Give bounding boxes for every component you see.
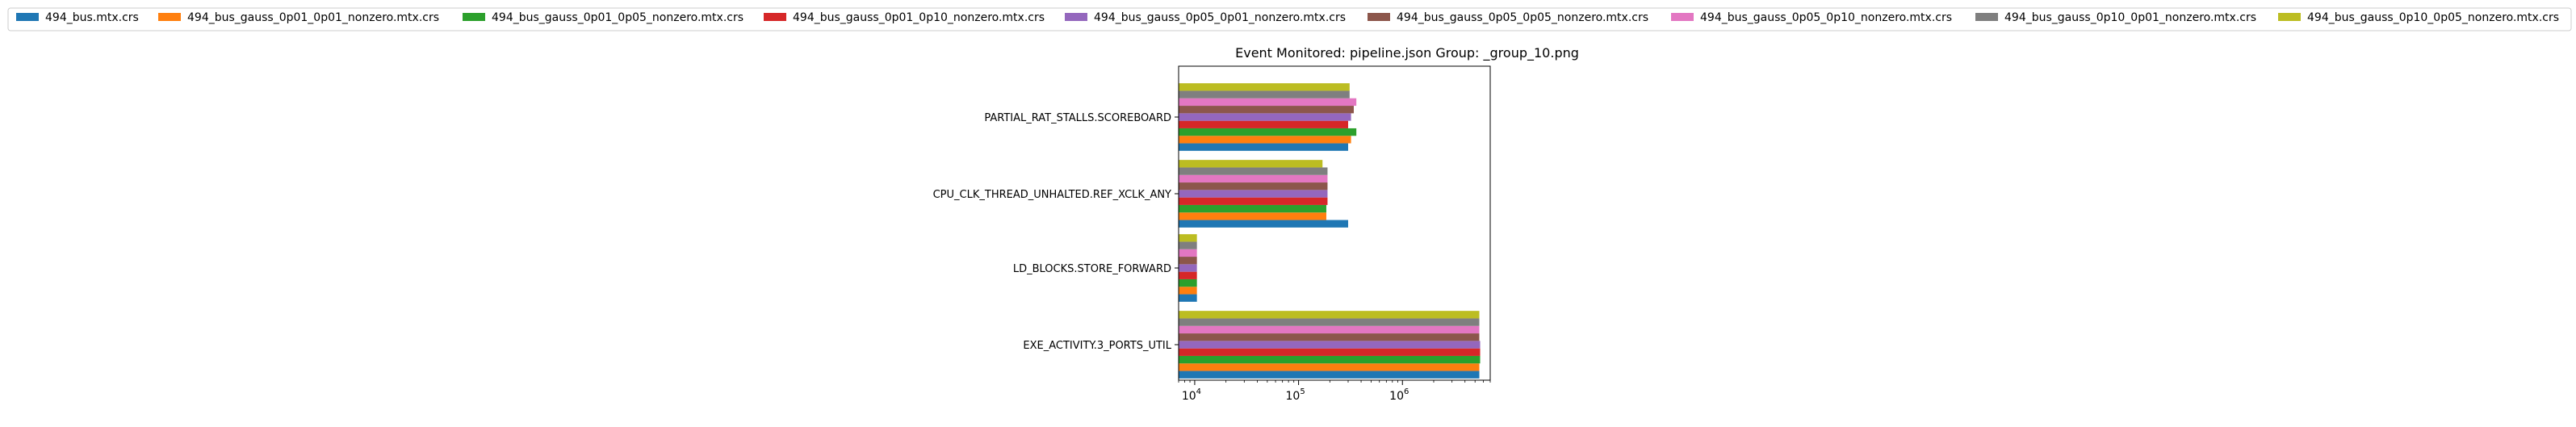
- bar: [1179, 311, 1480, 319]
- bar: [1179, 190, 1328, 198]
- bar: [1179, 98, 1357, 107]
- legend-label: 494_bus_gauss_0p01_0p10_nonzero.mtx.crs: [793, 11, 1045, 24]
- legend-label: 494_bus_gauss_0p01_0p05_nonzero.mtx.crs: [492, 11, 743, 24]
- bar: [1179, 333, 1480, 341]
- legend-label: 494_bus_gauss_0p10_0p01_nonzero.mtx.crs: [2004, 11, 2256, 24]
- bar: [1179, 249, 1197, 257]
- bar: [1179, 220, 1348, 228]
- legend-swatch: [1671, 13, 1694, 21]
- legend-swatch: [764, 13, 786, 21]
- bar: [1179, 234, 1197, 242]
- legend: 494_bus.mtx.crs 494_bus_gauss_0p01_0p01_n…: [7, 7, 2572, 31]
- legend-label: 494_bus_gauss_0p10_0p05_nonzero.mtx.crs: [2307, 11, 2559, 24]
- plot-area: EXE_ACTIVITY.3_PORTS_UTIL LD_BLOCKS.STORE…: [933, 65, 1491, 403]
- legend-label: 494_bus_gauss_0p05_0p10_nonzero.mtx.crs: [1700, 11, 1952, 24]
- legend-swatch: [1975, 13, 1998, 21]
- bar: [1179, 278, 1197, 287]
- bar: [1179, 325, 1480, 334]
- bar: [1179, 174, 1328, 183]
- y-tick-label: PARTIAL_RAT_STALLS.SCOREBOARD: [984, 112, 1171, 124]
- bar: [1179, 241, 1197, 249]
- bar: [1179, 136, 1351, 144]
- bar: [1179, 363, 1480, 371]
- legend-frame: [7, 7, 2572, 31]
- legend-swatch: [16, 13, 39, 21]
- x-tick-label: 105: [1285, 387, 1305, 403]
- legend-label: 494_bus_gauss_0p05_0p05_nonzero.mtx.crs: [1397, 11, 1648, 24]
- bar: [1179, 287, 1197, 295]
- bar: [1179, 90, 1350, 98]
- legend-label: 494_bus_gauss_0p05_0p01_nonzero.mtx.crs: [1094, 11, 1346, 24]
- bar: [1179, 294, 1197, 302]
- bar: [1179, 143, 1348, 151]
- bar: [1179, 204, 1326, 213]
- bar: [1179, 128, 1357, 136]
- x-tick-label: 106: [1389, 387, 1409, 403]
- x-tick-label: 104: [1182, 387, 1201, 403]
- bar: [1179, 271, 1197, 279]
- bar: [1179, 318, 1480, 326]
- bar: [1179, 355, 1481, 364]
- bar: [1179, 370, 1480, 379]
- bar: [1179, 83, 1350, 91]
- bar: [1179, 182, 1328, 190]
- bar: [1179, 160, 1323, 168]
- bar: [1179, 120, 1348, 128]
- bar: [1179, 212, 1326, 220]
- legend-swatch: [1065, 13, 1087, 21]
- axes-frame: [1178, 65, 1491, 381]
- chart-title: Event Monitored: pipeline.json Group: _g…: [1235, 45, 1579, 61]
- bar: [1179, 106, 1354, 114]
- legend-label: 494_bus_gauss_0p01_0p01_nonzero.mtx.crs: [187, 11, 439, 24]
- bar: [1179, 257, 1197, 265]
- y-tick-label: CPU_CLK_THREAD_UNHALTED.REF_XCLK_ANY: [933, 189, 1171, 201]
- bar: [1179, 264, 1197, 272]
- legend-swatch: [463, 13, 485, 21]
- legend-swatch: [158, 13, 181, 21]
- bar: [1179, 167, 1328, 175]
- legend-label: 494_bus.mtx.crs: [45, 11, 139, 24]
- legend-swatch: [2278, 13, 2301, 21]
- bar: [1179, 348, 1481, 356]
- bar: [1179, 341, 1481, 349]
- y-tick-label: EXE_ACTIVITY.3_PORTS_UTIL: [1023, 340, 1171, 352]
- bar: [1179, 113, 1351, 121]
- legend-swatch: [1368, 13, 1390, 21]
- bar: [1179, 197, 1328, 205]
- y-tick-label: LD_BLOCKS.STORE_FORWARD: [1013, 263, 1171, 275]
